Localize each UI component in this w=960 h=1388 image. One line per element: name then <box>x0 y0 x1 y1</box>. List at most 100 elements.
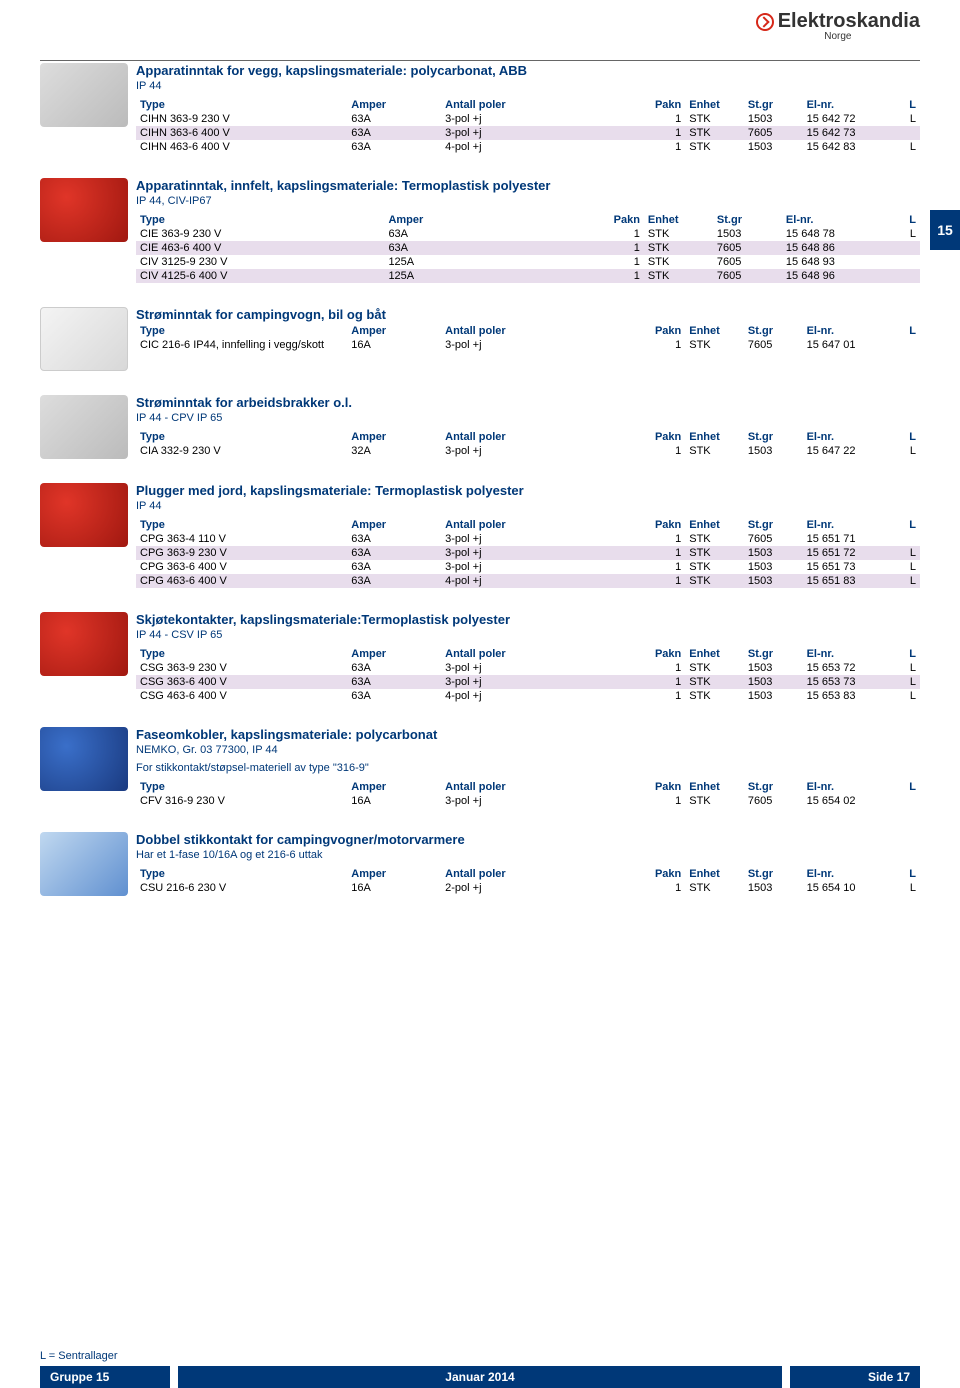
cell: STK <box>685 126 744 140</box>
col-header: Type <box>136 518 347 532</box>
col-header: El-nr. <box>803 867 897 881</box>
top-rule <box>40 60 920 61</box>
footer-right: Side 17 <box>790 1366 920 1388</box>
col-header: Enhet <box>685 324 744 338</box>
table-row: CIHN 463-6 400 V63A4-pol +j1STK150315 64… <box>136 140 920 154</box>
cell: STK <box>685 444 744 458</box>
cell: 1503 <box>744 112 803 126</box>
cell: 15 654 02 <box>803 794 897 808</box>
table-row: CPG 363-4 110 V63A3-pol +j1STK760515 651… <box>136 532 920 546</box>
col-header: Amper <box>384 213 577 227</box>
cell: 4-pol +j <box>441 140 629 154</box>
product-table: TypeAmperAntall polerPaknEnhetSt.grEl-nr… <box>136 324 920 352</box>
cell: STK <box>644 255 713 269</box>
col-header: Antall poler <box>441 518 629 532</box>
product-table: TypeAmperPaknEnhetSt.grEl-nr.LCIE 363-9 … <box>136 213 920 283</box>
cell: STK <box>685 560 744 574</box>
cell: 1 <box>629 140 685 154</box>
col-header: St.gr <box>744 518 803 532</box>
col-header: Type <box>136 780 347 794</box>
cell: L <box>896 444 920 458</box>
cell: 15 648 86 <box>782 241 892 255</box>
section-sub: Har et 1-fase 10/16A og et 216-6 uttak <box>136 849 920 861</box>
cell: 63A <box>347 532 441 546</box>
cell: STK <box>685 546 744 560</box>
cell: 3-pol +j <box>441 112 629 126</box>
cell: 15 642 73 <box>803 126 897 140</box>
cell: L <box>896 881 920 895</box>
cell: 7605 <box>713 255 782 269</box>
cell: 63A <box>347 140 441 154</box>
product-thumb <box>40 612 128 676</box>
col-header: St.gr <box>713 213 782 227</box>
cell: CIHN 363-6 400 V <box>136 126 347 140</box>
cell: 1503 <box>744 560 803 574</box>
cell: 15 653 73 <box>803 675 897 689</box>
table-row: CIE 463-6 400 V63A1STK760515 648 86 <box>136 241 920 255</box>
table-row: CIHN 363-6 400 V63A3-pol +j1STK760515 64… <box>136 126 920 140</box>
cell: CIA 332-9 230 V <box>136 444 347 458</box>
col-header: Antall poler <box>441 98 629 112</box>
cell: 15 648 93 <box>782 255 892 269</box>
cell: 1 <box>629 574 685 588</box>
col-header: El-nr. <box>803 518 897 532</box>
col-header: L <box>896 518 920 532</box>
col-header: St.gr <box>744 324 803 338</box>
cell: 63A <box>347 689 441 703</box>
cell: 3-pol +j <box>441 338 629 352</box>
cell: 7605 <box>744 126 803 140</box>
cell: 1 <box>578 241 644 255</box>
logo-icon <box>756 13 774 31</box>
cell: CPG 463-6 400 V <box>136 574 347 588</box>
cell: 1 <box>629 546 685 560</box>
product-thumb <box>40 727 128 791</box>
col-header: Antall poler <box>441 324 629 338</box>
cell: CSU 216-6 230 V <box>136 881 347 895</box>
cell: STK <box>644 241 713 255</box>
footer-center: Januar 2014 <box>178 1366 782 1388</box>
section-title: Dobbel stikkontakt for campingvogner/mot… <box>136 832 920 847</box>
product-thumb <box>40 483 128 547</box>
cell: 3-pol +j <box>441 794 629 808</box>
footer-note: L = Sentrallager <box>0 1350 960 1366</box>
col-header: L <box>896 324 920 338</box>
col-header: Amper <box>347 647 441 661</box>
cell: CFV 316-9 230 V <box>136 794 347 808</box>
cell: 1503 <box>744 546 803 560</box>
cell: 1503 <box>744 881 803 895</box>
col-header: Pakn <box>629 867 685 881</box>
cell: 15 642 83 <box>803 140 897 154</box>
cell: CSG 363-6 400 V <box>136 675 347 689</box>
col-header: L <box>896 430 920 444</box>
section-title: Strøminntak for arbeidsbrakker o.l. <box>136 395 920 410</box>
cell: 3-pol +j <box>441 126 629 140</box>
table-row: CIHN 363-9 230 V63A3-pol +j1STK150315 64… <box>136 112 920 126</box>
table-row: CPG 363-6 400 V63A3-pol +j1STK150315 651… <box>136 560 920 574</box>
col-header: Type <box>136 647 347 661</box>
section-sub: IP 44, CIV-IP67 <box>136 195 920 207</box>
product-thumb <box>40 307 128 371</box>
cell: STK <box>685 881 744 895</box>
section-sub: NEMKO, Gr. 03 77300, IP 44 <box>136 744 920 756</box>
cell: 7605 <box>744 338 803 352</box>
cell: L <box>896 689 920 703</box>
cell: CIE 463-6 400 V <box>136 241 384 255</box>
cell: 1 <box>629 661 685 675</box>
col-header: Enhet <box>685 518 744 532</box>
cell: 125A <box>384 269 577 283</box>
cell: 7605 <box>713 269 782 283</box>
cell: 3-pol +j <box>441 532 629 546</box>
cell: 15 654 10 <box>803 881 897 895</box>
col-header: Pakn <box>629 324 685 338</box>
section-sub: IP 44 <box>136 500 920 512</box>
cell: 1 <box>629 338 685 352</box>
cell: 3-pol +j <box>441 444 629 458</box>
product-table: TypeAmperAntall polerPaknEnhetSt.grEl-nr… <box>136 98 920 154</box>
cell: CPG 363-9 230 V <box>136 546 347 560</box>
table-row: CIV 3125-9 230 V125A1STK760515 648 93 <box>136 255 920 269</box>
col-header: Amper <box>347 430 441 444</box>
section-sub: IP 44 - CPV IP 65 <box>136 412 920 424</box>
section-title: Faseomkobler, kapslingsmateriale: polyca… <box>136 727 920 742</box>
cell: L <box>896 574 920 588</box>
cell: CPG 363-4 110 V <box>136 532 347 546</box>
